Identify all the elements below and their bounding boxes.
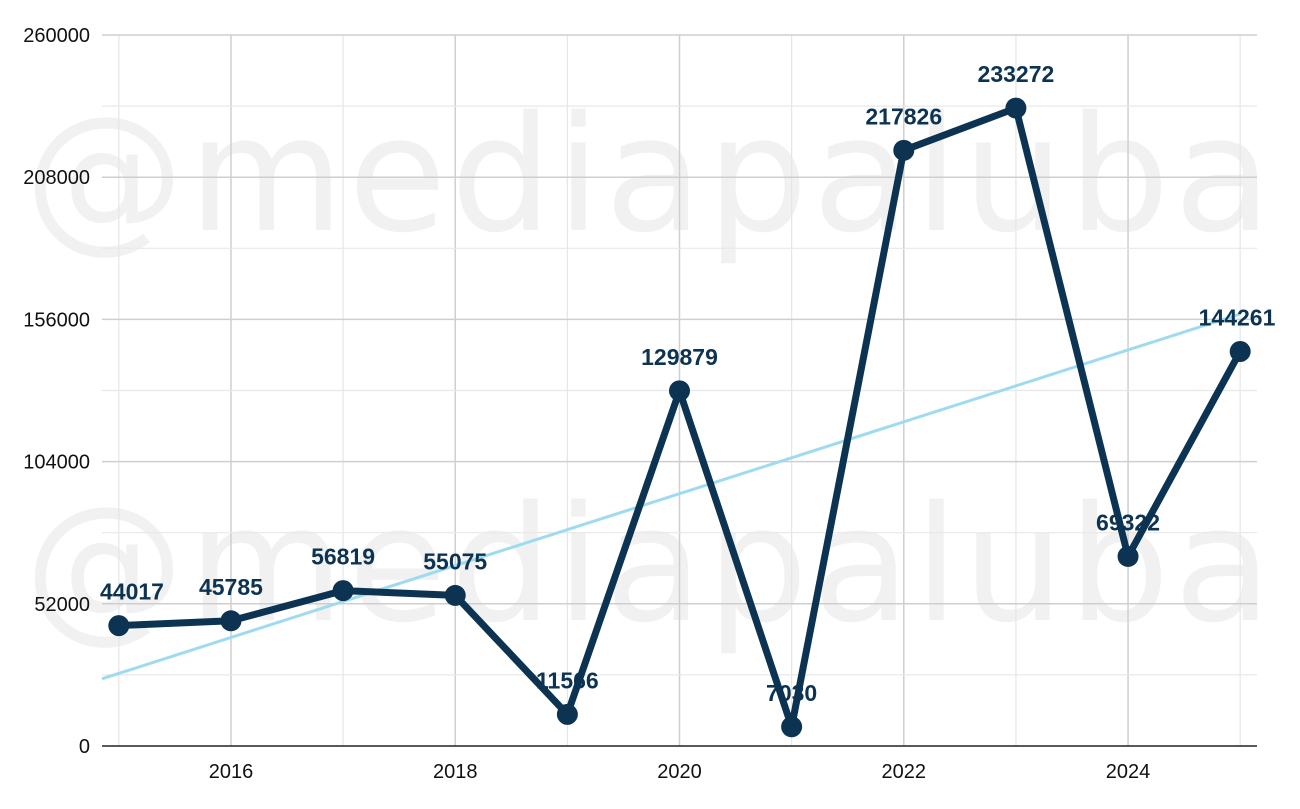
data-point: [1005, 97, 1027, 119]
trend-line-group: [101, 312, 1241, 681]
data-point: [1229, 341, 1251, 363]
data-point: [893, 139, 915, 161]
data-label: 233272: [978, 61, 1055, 87]
series-group: [108, 97, 1251, 738]
data-point: [332, 580, 354, 602]
data-label: 217826: [865, 103, 942, 129]
x-tick-label: 2022: [882, 761, 927, 783]
data-labels: 44017 45785 56819 55075 11566 129879 7030 21782…: [100, 61, 1276, 706]
x-tick-label: 2016: [209, 761, 254, 783]
data-point: [220, 610, 242, 632]
trend-line: [101, 312, 1241, 681]
y-tick-label: 260000: [23, 25, 90, 47]
data-point: [556, 703, 578, 725]
data-label: 45785: [199, 574, 263, 600]
watermark-bottom: @mediapaluba: [24, 471, 1275, 658]
data-point: [669, 380, 690, 402]
tick-labels: 0 52000 104000 156000 208000 260000 2016 2018 20…: [23, 25, 1150, 783]
data-label: 55075: [423, 548, 487, 574]
data-label: 129879: [641, 344, 718, 370]
watermark-top: @mediapaluba: [24, 81, 1275, 268]
y-tick-label: 156000: [23, 309, 90, 331]
data-label: 69322: [1096, 509, 1160, 535]
data-point: [444, 584, 466, 606]
x-tick-label: 2024: [1106, 761, 1151, 783]
data-point: [1117, 545, 1139, 567]
y-tick-label: 52000: [34, 594, 90, 616]
y-tick-label: 104000: [23, 452, 90, 474]
watermark-layer: @mediapaluba @mediapaluba: [24, 81, 1275, 658]
x-tick-label: 2018: [433, 761, 478, 783]
data-label: 144261: [1199, 305, 1276, 331]
data-label: 11566: [536, 667, 599, 693]
y-tick-label: 208000: [23, 167, 90, 189]
data-label: 7030: [766, 680, 817, 706]
grid-lines: [102, 34, 1257, 746]
data-point: [108, 615, 130, 637]
y-tick-label: 0: [79, 736, 90, 758]
data-point: [781, 716, 803, 738]
data-label: 44017: [100, 579, 164, 605]
data-label: 56819: [311, 544, 375, 570]
x-tick-label: 2020: [657, 761, 702, 783]
